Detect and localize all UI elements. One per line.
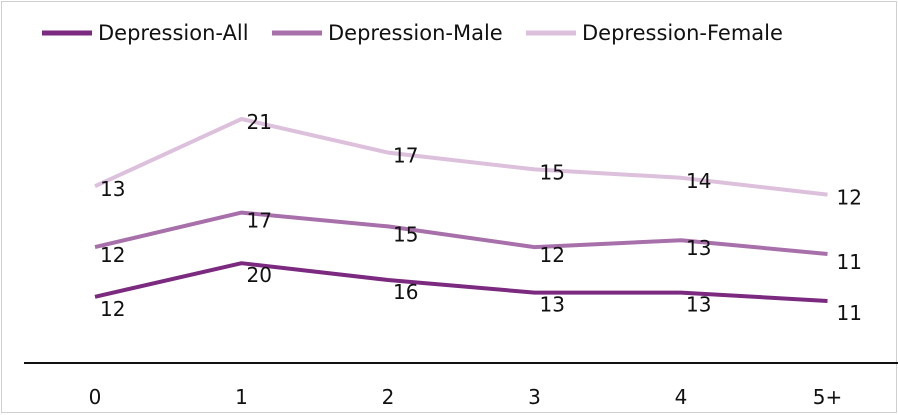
data-label: 12 — [837, 186, 862, 210]
legend-item: Depression-Female — [526, 21, 783, 45]
data-label: 15 — [540, 160, 565, 184]
data-label: 13 — [686, 293, 711, 317]
series-line — [94, 210, 828, 256]
series-line — [94, 117, 828, 197]
legend-label: Depression-All — [98, 21, 249, 45]
legend-label: Depression-Male — [328, 21, 503, 45]
data-label: 13 — [540, 293, 565, 317]
data-label: 14 — [686, 169, 711, 193]
data-label: 17 — [247, 209, 272, 233]
x-tick-label: 5+ — [813, 385, 842, 409]
data-labels: 12 20 16 13 13 11 12 17 15 12 13 11 13 21 17 15 14 12 — [100, 110, 862, 325]
data-label: 11 — [837, 301, 862, 325]
x-tick-label: 1 — [235, 385, 248, 409]
x-tick-label: 3 — [528, 385, 541, 409]
data-label: 12 — [100, 243, 125, 267]
x-tick-label: 4 — [675, 385, 688, 409]
series-lines — [94, 117, 828, 303]
legend-item: Depression-Male — [272, 21, 503, 45]
data-label: 13 — [686, 236, 711, 260]
x-tick-label: 0 — [89, 385, 102, 409]
data-label: 20 — [247, 263, 272, 287]
data-label: 11 — [837, 250, 862, 274]
data-label: 15 — [393, 222, 418, 246]
x-tick-label: 2 — [382, 385, 395, 409]
legend-label: Depression-Female — [582, 21, 783, 45]
series-line — [94, 261, 828, 303]
data-label: 17 — [393, 144, 418, 168]
data-label: 12 — [540, 243, 565, 267]
data-label: 13 — [100, 177, 125, 201]
data-label: 21 — [247, 110, 272, 134]
legend: Depression-All Depression-Male Depression-… — [42, 21, 783, 45]
x-axis-tick-labels: 0 1 2 3 4 5+ — [89, 385, 843, 409]
data-label: 12 — [100, 297, 125, 321]
data-label: 16 — [393, 280, 418, 304]
legend-item: Depression-All — [42, 21, 249, 45]
